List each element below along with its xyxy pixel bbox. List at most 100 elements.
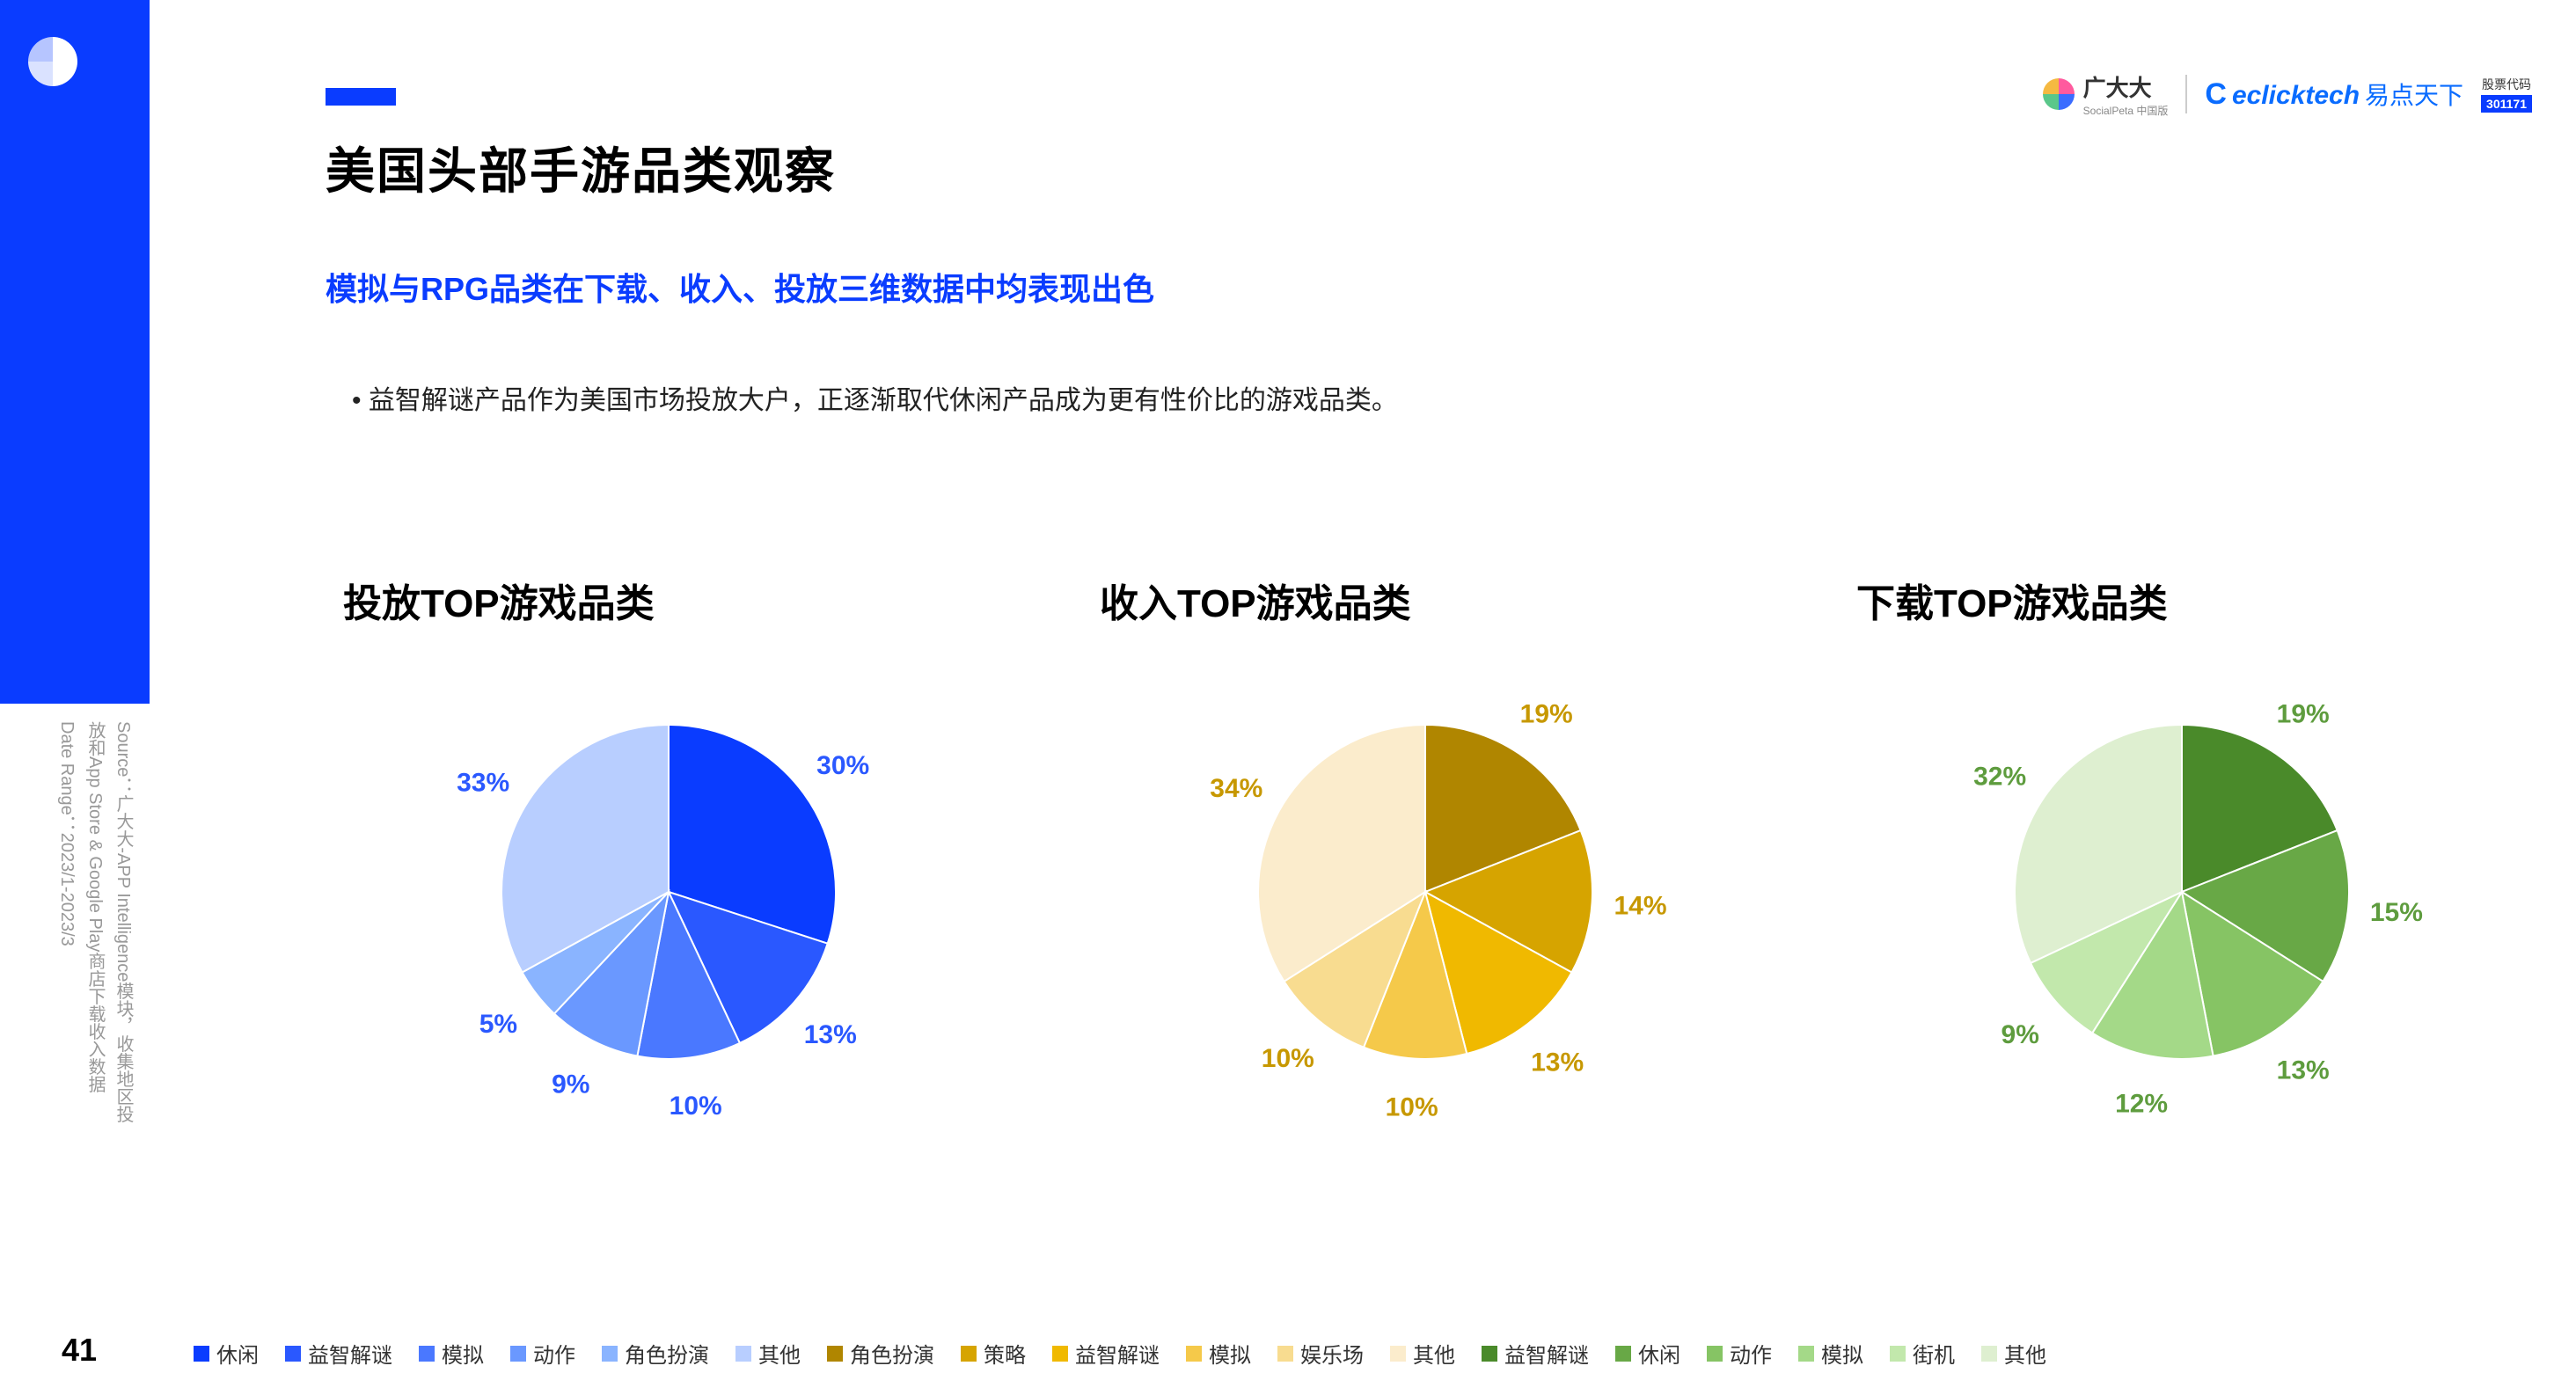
legend-swatch bbox=[1890, 1346, 1906, 1362]
legend-item: 策略 bbox=[961, 1338, 1026, 1369]
svg-text:9%: 9% bbox=[2002, 1020, 2039, 1049]
svg-text:13%: 13% bbox=[2277, 1056, 2330, 1085]
gdd-brand-sub: SocialPeta 中国版 bbox=[2083, 103, 2169, 118]
legend-swatch bbox=[1052, 1346, 1068, 1362]
blue-sidebar bbox=[0, 0, 150, 704]
legend-swatch bbox=[1390, 1346, 1406, 1362]
legend-item: 益智解谜 bbox=[1052, 1338, 1160, 1369]
legend-item: 益智解谜 bbox=[1482, 1338, 1589, 1369]
gdd-brand-name: 广大大 bbox=[2083, 70, 2169, 103]
stock-code: 301171 bbox=[2481, 95, 2532, 113]
legend-item: 休闲 bbox=[1615, 1338, 1680, 1369]
legend-label: 动作 bbox=[533, 1338, 575, 1369]
legend-label: 其他 bbox=[1413, 1338, 1455, 1369]
legend-label: 模拟 bbox=[1821, 1338, 1863, 1369]
legend-item: 休闲 bbox=[194, 1338, 259, 1369]
legend-item: 其他 bbox=[1390, 1338, 1455, 1369]
svg-text:10%: 10% bbox=[670, 1092, 722, 1121]
legend-swatch bbox=[510, 1346, 526, 1362]
source-line-2: 放和App Store & Google Play商店下载收入数据 bbox=[85, 721, 105, 1092]
svg-text:12%: 12% bbox=[2115, 1090, 2168, 1119]
logo-divider bbox=[2185, 75, 2187, 113]
svg-text:14%: 14% bbox=[1614, 891, 1666, 920]
top-right-logos: 广大大 SocialPeta 中国版 C eclicktech 易点天下 股票代… bbox=[2041, 70, 2532, 118]
source-line-1: Source：广大大-APP Intelligence模块，收集地区投 bbox=[113, 721, 133, 1122]
legend-swatch bbox=[1482, 1346, 1497, 1362]
legend-label: 街机 bbox=[1913, 1338, 1955, 1369]
svg-text:13%: 13% bbox=[1531, 1048, 1584, 1077]
legend-label: 策略 bbox=[984, 1338, 1026, 1369]
stock-code-block: 股票代码 301171 bbox=[2481, 76, 2532, 113]
svg-text:10%: 10% bbox=[1262, 1044, 1314, 1073]
svg-text:5%: 5% bbox=[479, 1010, 517, 1039]
legend-swatch bbox=[735, 1346, 751, 1362]
chart-title-0: 投放TOP游戏品类 bbox=[343, 572, 655, 628]
svg-text:19%: 19% bbox=[2277, 699, 2330, 728]
title-accent-bar bbox=[326, 88, 396, 106]
legend-item: 街机 bbox=[1890, 1338, 1955, 1369]
chart-block-2: 下载TOP游戏品类 19% 15% 13% 12% 9% 32% bbox=[1839, 572, 2525, 1121]
legend-label: 休闲 bbox=[1638, 1338, 1680, 1369]
brand-logo-icon bbox=[26, 35, 79, 88]
chart-block-0: 投放TOP游戏品类 30% 13% 10% 9% 5% 33% bbox=[326, 572, 1012, 1121]
pie-chart-2: 19% 15% 13% 12% 9% 32% bbox=[1918, 663, 2446, 1121]
legend-swatch bbox=[285, 1346, 301, 1362]
svg-text:19%: 19% bbox=[1520, 699, 1573, 728]
legend-item: 角色扮演 bbox=[602, 1338, 709, 1369]
legend-swatch bbox=[1277, 1346, 1293, 1362]
legend-label: 模拟 bbox=[442, 1338, 484, 1369]
chart-title-2: 下载TOP游戏品类 bbox=[1856, 572, 2168, 628]
legend-label: 益智解谜 bbox=[1504, 1338, 1589, 1369]
svg-text:30%: 30% bbox=[816, 751, 869, 780]
legend-item: 动作 bbox=[1707, 1338, 1772, 1369]
legend-label: 其他 bbox=[758, 1338, 801, 1369]
source-text: Source：广大大-APP Intelligence模块，收集地区投 放和Ap… bbox=[53, 721, 137, 1214]
page-subtitle: 模拟与RPG品类在下载、收入、投放三维数据中均表现出色 bbox=[326, 264, 1154, 310]
legend-label: 益智解谜 bbox=[1075, 1338, 1160, 1369]
eclick-brand-name: eclicktech bbox=[2232, 81, 2360, 111]
pie-chart-0: 30% 13% 10% 9% 5% 33% bbox=[405, 663, 933, 1121]
legend-swatch bbox=[1981, 1346, 1997, 1362]
legend-swatch bbox=[1615, 1346, 1631, 1362]
legend-swatch bbox=[419, 1346, 435, 1362]
legend-swatch bbox=[194, 1346, 209, 1362]
legend-row: 休闲 益智解谜 模拟 动作 角色扮演 其他 角色扮演 策略 益智解谜 模拟 娱乐场 其他 益智解谜 休闲 动… bbox=[194, 1338, 2046, 1369]
svg-text:15%: 15% bbox=[2370, 898, 2423, 927]
gdd-logo-icon bbox=[2041, 77, 2076, 112]
legend-swatch bbox=[961, 1346, 977, 1362]
svg-text:33%: 33% bbox=[457, 768, 509, 797]
chart-title-1: 收入TOP游戏品类 bbox=[1100, 572, 1411, 628]
bullet-point: 益智解谜产品作为美国市场投放大户，正逐渐取代休闲产品成为更有性价比的游戏品类。 bbox=[352, 378, 1398, 417]
chart-block-1: 收入TOP游戏品类 19% 14% 13% 10% 10% 34% bbox=[1082, 572, 1768, 1121]
legend-item: 其他 bbox=[1981, 1338, 2046, 1369]
eclick-brand-cn: 易点天下 bbox=[2365, 77, 2463, 112]
legend-item: 益智解谜 bbox=[285, 1338, 392, 1369]
legend-label: 角色扮演 bbox=[625, 1338, 709, 1369]
legend-swatch bbox=[1798, 1346, 1814, 1362]
legend-label: 益智解谜 bbox=[308, 1338, 392, 1369]
legend-label: 娱乐场 bbox=[1300, 1338, 1364, 1369]
legend-label: 动作 bbox=[1730, 1338, 1772, 1369]
source-line-3: Date Range：2023/1-2023/3 bbox=[57, 721, 77, 946]
pie-chart-1: 19% 14% 13% 10% 10% 34% bbox=[1161, 663, 1689, 1121]
svg-text:34%: 34% bbox=[1210, 774, 1262, 803]
legend-label: 休闲 bbox=[216, 1338, 259, 1369]
legend-item: 娱乐场 bbox=[1277, 1338, 1364, 1369]
legend-label: 其他 bbox=[2004, 1338, 2046, 1369]
legend-label: 模拟 bbox=[1209, 1338, 1251, 1369]
legend-item: 角色扮演 bbox=[827, 1338, 934, 1369]
legend-item: 动作 bbox=[510, 1338, 575, 1369]
legend-item: 模拟 bbox=[1798, 1338, 1863, 1369]
legend-item: 其他 bbox=[735, 1338, 801, 1369]
legend-swatch bbox=[602, 1346, 618, 1362]
legend-item: 模拟 bbox=[1186, 1338, 1251, 1369]
svg-text:10%: 10% bbox=[1386, 1093, 1438, 1121]
page-number: 41 bbox=[62, 1332, 97, 1369]
svg-text:32%: 32% bbox=[1973, 763, 2026, 792]
svg-text:9%: 9% bbox=[552, 1070, 589, 1099]
charts-row: 投放TOP游戏品类 30% 13% 10% 9% 5% 33% 收入TOP游戏品类 19%… bbox=[326, 572, 2525, 1121]
legend-label: 角色扮演 bbox=[850, 1338, 934, 1369]
svg-text:13%: 13% bbox=[804, 1020, 857, 1049]
legend-item: 模拟 bbox=[419, 1338, 484, 1369]
gdd-logo: 广大大 SocialPeta 中国版 bbox=[2041, 70, 2169, 118]
